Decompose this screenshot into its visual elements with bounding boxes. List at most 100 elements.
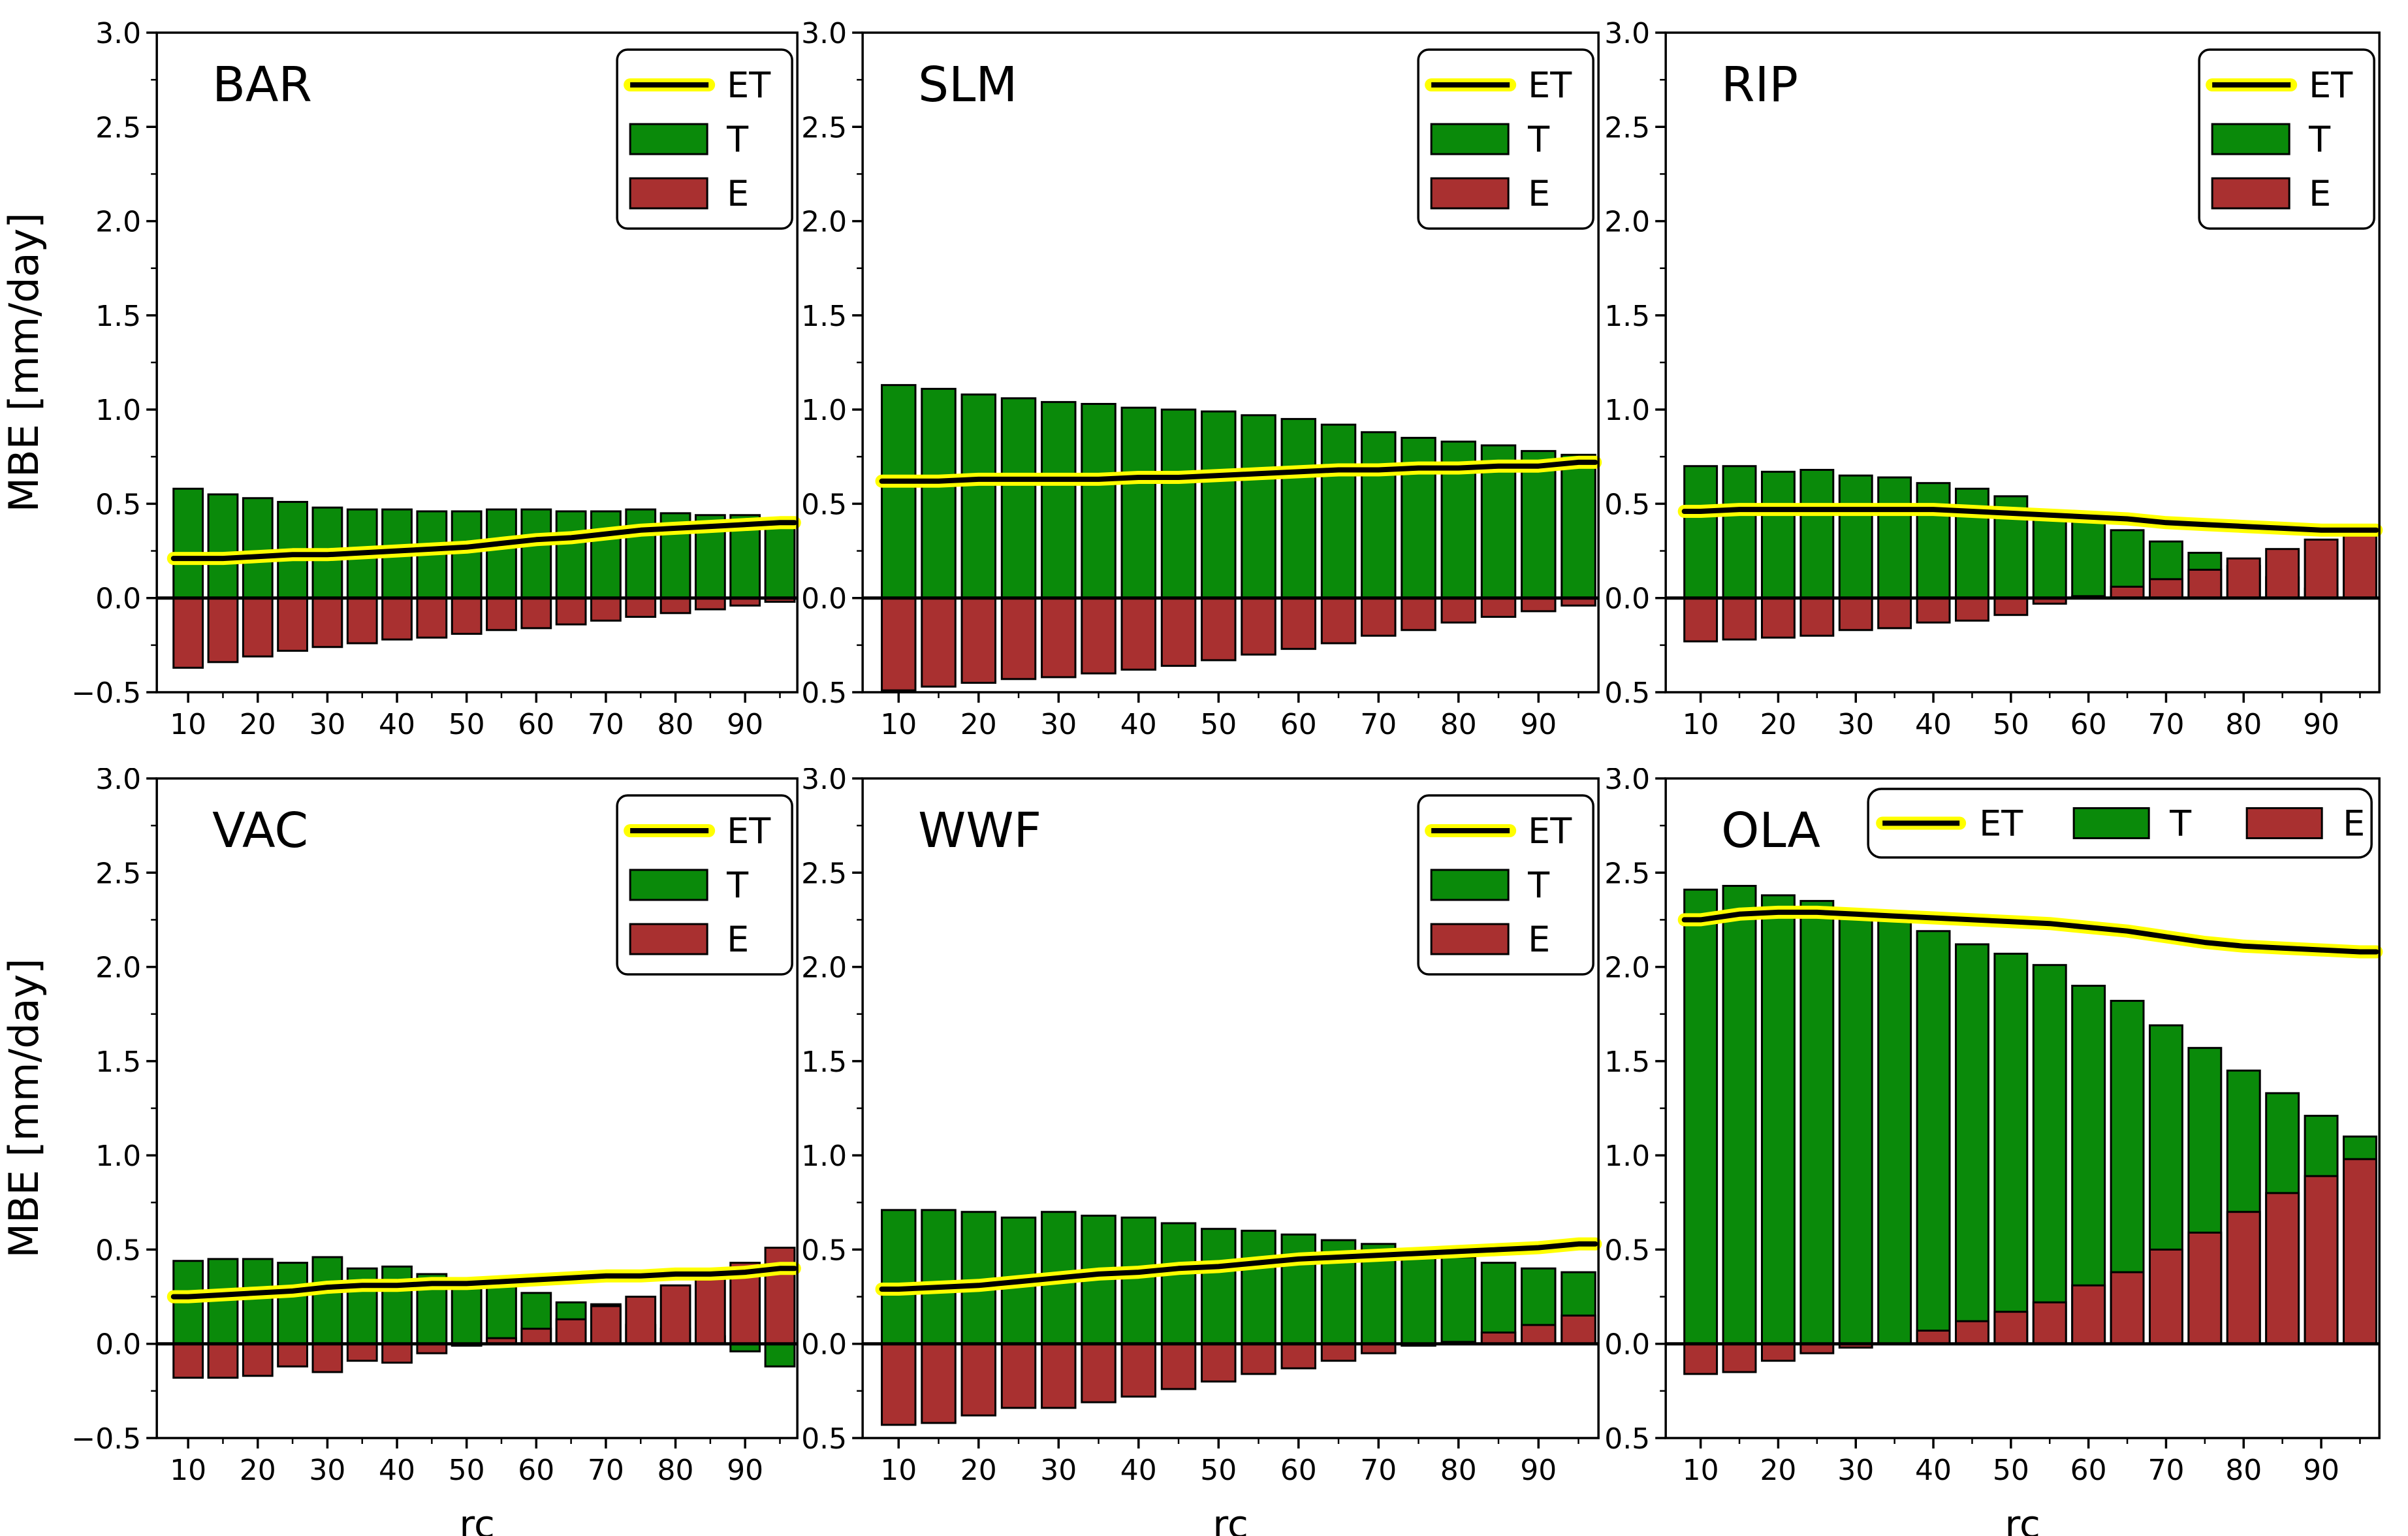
bar-T [207,493,239,600]
x-tick-label: 80 [2225,708,2262,741]
bar-E [381,1343,413,1364]
legend-et-label: ET [1979,803,2023,844]
y-tick-label: 2.5 [1606,857,1650,890]
y-tick-label: 1.0 [802,394,847,427]
bar-E [1954,597,1989,622]
y-tick-label: 1.5 [1606,300,1650,333]
x-tick-label: 50 [1993,1454,2029,1487]
x-axis-label: rc [2004,1502,2040,1536]
panel-chart-2: 10 20 30 40 50 60 70 80 90 −0.5 0.0 0.5 1.0 1.5 2.0 2.5… [802,0,1605,768]
y-tick-label: 1.0 [95,1140,141,1173]
bar-E [2070,1284,2106,1345]
y-tick-label: −0.5 [802,677,847,710]
bar-E [1993,1311,2028,1345]
x-tick-label: 30 [1837,1454,1874,1487]
x-tick-label: 40 [1120,1454,1157,1487]
legend-et-label: ET [1528,810,1572,852]
x-tick-label: 10 [170,1454,206,1487]
chart-BAR: 10 20 30 40 50 60 70 80 90 −0.5 0.0 0.5 1.0 1.5 2.0 2.5… [0,17,801,741]
bar-T [555,510,587,600]
y-tick-label: 0.5 [802,1234,847,1267]
x-tick-label: 90 [1521,708,1557,741]
bar-E [590,1305,622,1345]
bar-E [520,597,552,630]
bar-T [1001,397,1037,600]
y-tick-label: 3.0 [95,17,141,50]
bar-E [172,597,204,669]
bar-T [1521,450,1557,600]
bar-E [1001,597,1037,680]
bar-T [764,1343,796,1368]
x-tick-label: 50 [449,1454,485,1487]
x-tick-label: 70 [588,708,624,741]
bar-T [1760,470,1796,600]
bar-E [1361,597,1397,637]
x-tick-label: 40 [1915,1454,1952,1487]
bar-E [172,1343,204,1379]
bar-E [1481,597,1517,618]
y-tick-label: 2.5 [95,111,141,144]
x-tick-label: 10 [881,1454,917,1487]
bars [1683,884,2377,1375]
y-tick-label: 0.5 [95,488,141,521]
panel-title: BAR [212,57,312,113]
et-line [170,1266,797,1300]
bar-E [659,597,691,615]
bar-T [1916,930,1951,1345]
bar-E [311,1343,343,1373]
et-line [879,459,1598,484]
bar-T [277,1262,308,1345]
legend-t-label: T [1527,865,1550,906]
panel-chart-6: 10 20 30 40 50 60 70 80 90 −0.5 0.0 0.5 1.0 1.5 2.0 2.5… [1606,768,2408,1536]
bar-E [1683,597,1718,643]
legend-t-label: T [1527,119,1550,160]
bar-E [1081,1343,1117,1403]
bar-T [2032,510,2067,600]
bar-T [520,508,552,600]
bar-T [242,1258,274,1345]
legend-e-swatch [1430,177,1510,210]
x-tick-label: 40 [379,708,415,741]
x-tick-label: 40 [379,1454,415,1487]
y-tick-label: 3.0 [1606,17,1650,50]
bar-E [277,1343,308,1368]
bar-E [416,597,448,639]
y-tick-label: 0.0 [95,1328,141,1362]
bar-E [2304,538,2339,600]
bar-E [207,1343,239,1379]
y-tick-label: 3.0 [802,17,847,50]
bar-T [242,497,274,600]
bar-E [625,597,657,618]
bar-T [1993,952,2028,1345]
panel-chart-4: 10 20 30 40 50 60 70 80 90 −0.5 0.0 0.5 1.0 1.5 2.0 2.5… [0,768,802,1536]
y-axis: −0.5 0.0 0.5 1.0 1.5 2.0 2.5 3.0 [802,768,863,1456]
bar-E [1241,597,1277,656]
bar-E [960,1343,997,1416]
x-tick-label: 60 [2070,708,2106,741]
y-tick-label: 1.5 [1606,1046,1650,1079]
bar-T [2070,984,2106,1345]
x-tick-label: 70 [1361,1454,1397,1487]
et-line [170,520,797,562]
x-tick-label: 90 [1521,1454,1557,1487]
y-tick-label: 3.0 [1606,768,1650,796]
y-tick-label: 1.0 [1606,1140,1650,1173]
x-tick-label: 10 [1682,1454,1719,1487]
bar-T [1560,453,1597,600]
bar-E [311,597,343,648]
bar-E [625,1296,657,1345]
bar-T [1877,918,1912,1345]
bar-T [1440,1256,1477,1345]
y-tick-label: 1.5 [95,1046,141,1079]
x-tick-label: 80 [1440,1454,1477,1487]
legend-e-swatch [629,923,708,955]
bar-E [881,1343,917,1426]
bar-T [2032,964,2067,1345]
legend-e-label: E [727,173,749,214]
bar-T [1280,1233,1317,1345]
x-tick-label: 90 [727,1454,763,1487]
bar-E [1120,1343,1157,1398]
bar-T [1683,888,1718,1345]
x-tick-label: 60 [1280,708,1317,741]
bar-T [381,1265,413,1345]
